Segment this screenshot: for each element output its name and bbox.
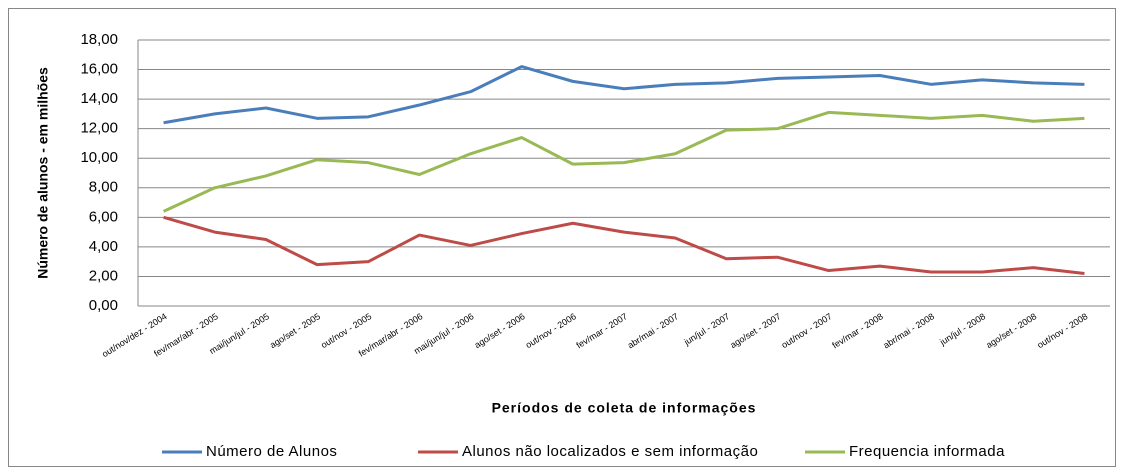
series-line: [163, 215, 1085, 275]
y-tick-label: 4,00: [89, 238, 118, 255]
y-axis-title: Número de alunos - em milhões: [35, 67, 51, 279]
y-tick-label: 10,00: [80, 149, 118, 166]
y-tick-label: 0,00: [89, 297, 118, 314]
legend-label: Alunos não localizados e sem informação: [462, 443, 758, 460]
y-tick-label: 2,00: [89, 267, 118, 284]
series-line: [163, 65, 1085, 125]
y-tick-label: 16,00: [80, 61, 118, 78]
legend-label: Frequencia informada: [849, 443, 1005, 460]
y-tick-label: 14,00: [80, 90, 118, 107]
legend-label: Número de Alunos: [206, 443, 337, 460]
y-tick-label: 12,00: [80, 120, 118, 137]
y-tick-label: 6,00: [89, 208, 118, 225]
series-line: [162, 110, 1085, 213]
x-axis-title: Períodos de coleta de informações: [492, 400, 757, 416]
y-tick-label: 18,00: [80, 31, 118, 48]
y-tick-label: 8,00: [89, 179, 118, 196]
